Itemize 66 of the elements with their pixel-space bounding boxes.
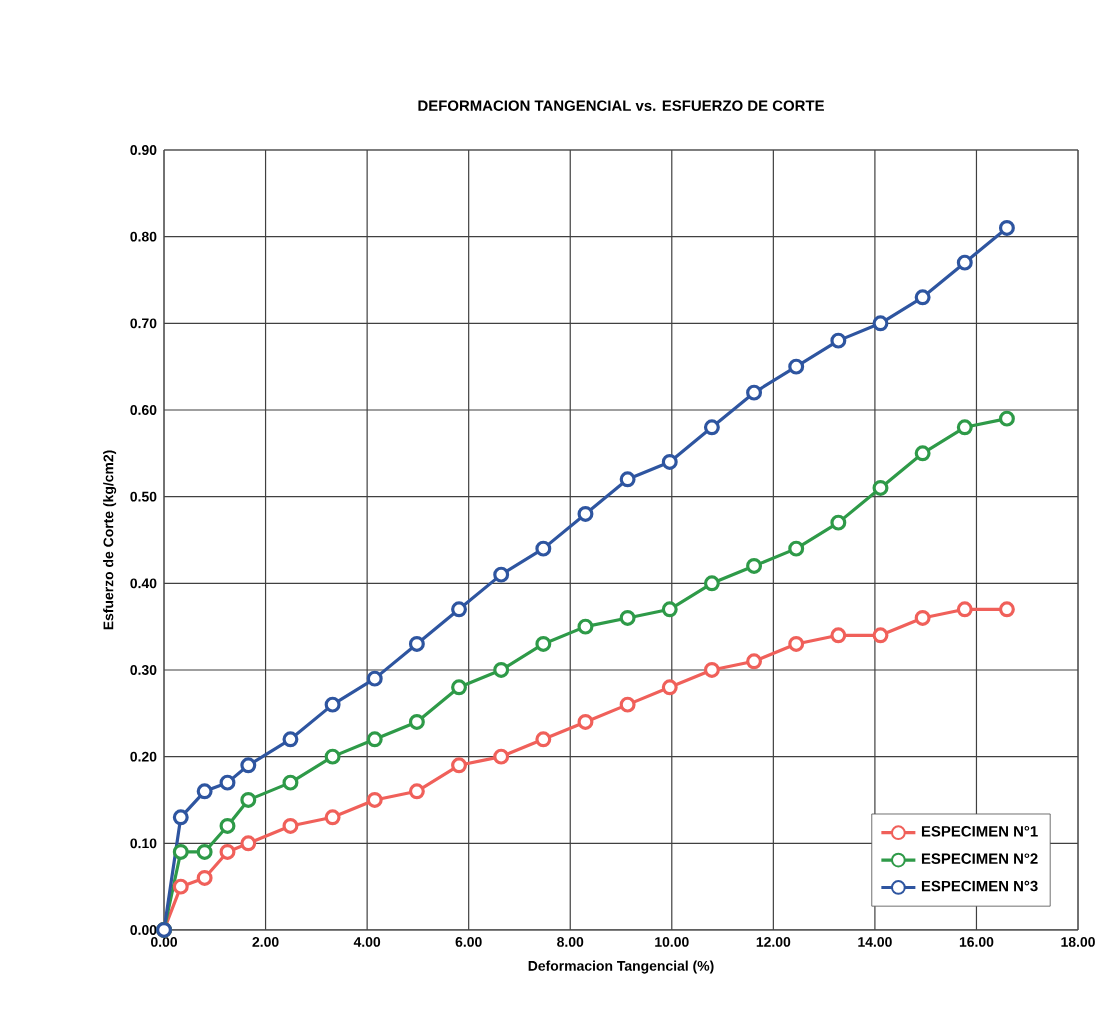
- point: [998, 601, 1015, 618]
- point: [746, 384, 763, 401]
- point: [830, 627, 847, 644]
- point: [535, 540, 552, 557]
- point: [366, 731, 383, 748]
- point: [577, 618, 594, 635]
- point: [219, 774, 236, 791]
- point: [914, 609, 931, 626]
- point: [219, 843, 236, 860]
- point: [703, 661, 720, 678]
- point: [408, 783, 425, 800]
- point: [408, 713, 425, 730]
- point: [408, 635, 425, 652]
- point: [493, 661, 510, 678]
- point: [324, 696, 341, 713]
- point: [661, 601, 678, 618]
- point: [324, 809, 341, 826]
- point: [661, 679, 678, 696]
- point: [282, 731, 299, 748]
- point: [788, 358, 805, 375]
- point: [956, 254, 973, 271]
- point: [998, 220, 1015, 236]
- point: [746, 653, 763, 670]
- point: [788, 635, 805, 652]
- point: [493, 748, 510, 765]
- point: [872, 315, 889, 332]
- point: [998, 410, 1015, 427]
- point: [788, 540, 805, 557]
- point: [451, 679, 468, 696]
- point: [172, 809, 189, 826]
- point: [703, 575, 720, 592]
- point: [196, 869, 213, 886]
- point: [240, 757, 257, 774]
- point: [577, 506, 594, 522]
- point: [451, 757, 468, 774]
- point: [535, 731, 552, 748]
- point: [914, 289, 931, 306]
- point: [956, 419, 973, 436]
- point: [830, 514, 847, 531]
- point: [872, 627, 889, 644]
- point: [956, 601, 973, 618]
- point: [619, 696, 636, 713]
- point: [240, 835, 257, 852]
- point: [240, 791, 257, 808]
- point: [493, 566, 510, 583]
- point: [830, 332, 847, 349]
- point: [914, 445, 931, 462]
- point: [196, 843, 213, 860]
- point: [872, 480, 889, 496]
- point: [451, 601, 468, 618]
- point: [535, 635, 552, 652]
- point: [619, 609, 636, 626]
- point: [746, 558, 763, 574]
- point: [619, 471, 636, 488]
- point: [282, 817, 299, 834]
- point: [366, 670, 383, 687]
- point: [324, 748, 341, 765]
- point: [577, 713, 594, 730]
- point: [196, 783, 213, 800]
- point: [282, 774, 299, 791]
- point: [172, 843, 189, 860]
- point: [661, 454, 678, 470]
- point: [172, 878, 189, 895]
- point: [219, 817, 236, 834]
- point: [366, 791, 383, 808]
- point: [703, 419, 720, 436]
